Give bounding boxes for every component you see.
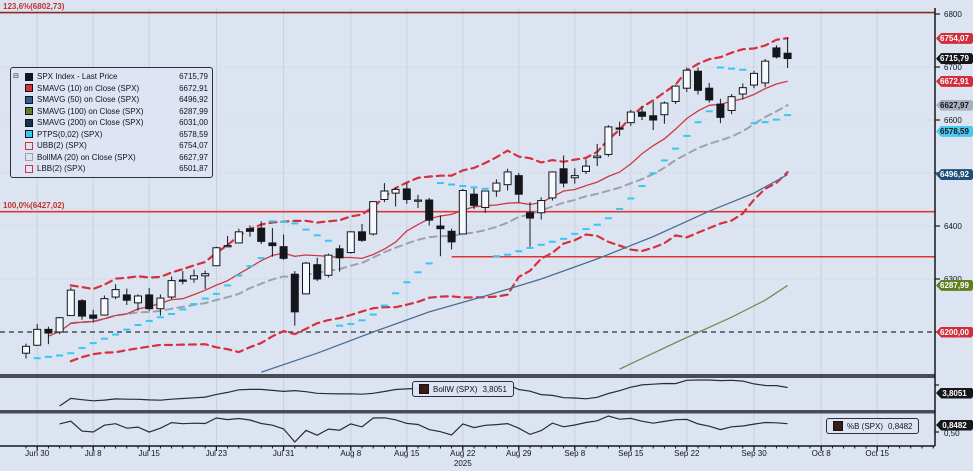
- lbb-chip-icon: [25, 164, 33, 173]
- bollma-label: BollMA (20) on Close (SPX): [37, 152, 136, 162]
- bollma-badge: 6627,97: [936, 99, 973, 111]
- date-tick-sep-30: Sep 30: [741, 449, 767, 458]
- study-legend[interactable]: ⊟ SPX Index - Last Price 6715,79 SMAVG (10…: [10, 67, 213, 178]
- ptps-value: 6578,59: [179, 129, 208, 139]
- bollw-badge: 3,8051: [936, 387, 973, 399]
- lbb-label: LBB(2) (SPX): [37, 164, 86, 174]
- date-tick-oct-8: Oct 8: [811, 449, 831, 458]
- price-tick-6400: 6400: [944, 221, 962, 231]
- bollw-legend-value: 3,8051: [482, 384, 507, 394]
- date-tick-sep-8: Sep 8: [564, 449, 586, 458]
- spx-last-price-chip-icon: [25, 72, 33, 81]
- smavg-100-value: 6287,99: [179, 106, 208, 116]
- smavg-200-chip-icon: [25, 118, 33, 127]
- ubb-chip-icon: [25, 141, 33, 150]
- date-tick-jul-31: Jul 31: [272, 449, 295, 458]
- legend-row-smavg-50[interactable]: SMAVG (50) on Close (SPX) 6496,92: [25, 94, 208, 106]
- price-tick-6700: 6700: [944, 62, 962, 72]
- spx-last-price-value: 6715,79: [179, 72, 208, 82]
- fib-label-123: 123,6%(6802,73): [3, 2, 65, 11]
- smavg-50-chip-icon: [25, 95, 33, 104]
- ptps-label: PTPS(0,02) (SPX): [37, 129, 103, 139]
- date-tick-jul-8: Jul 8: [84, 449, 102, 458]
- pctb-badge: 0,8482: [936, 419, 973, 431]
- legend-row-lbb[interactable]: LBB(2) (SPX) 6501,87: [25, 163, 208, 175]
- date-tick-jun-30: Jun 30: [25, 449, 50, 458]
- ubb-value: 6754,07: [179, 141, 208, 151]
- price-tick-6800: 6800: [944, 9, 962, 19]
- legend-row-smavg-10[interactable]: SMAVG (10) on Close (SPX) 6672,91: [25, 83, 208, 95]
- spx-last-price-label: SPX Index - Last Price: [37, 72, 118, 82]
- legend-row-ubb[interactable]: UBB(2) (SPX) 6754,07: [25, 140, 208, 152]
- ptps-chip-icon: [25, 130, 33, 139]
- date-tick-aug-29: Aug 29: [506, 449, 532, 458]
- date-tick-sep-22: Sep 22: [674, 449, 700, 458]
- smavg-50-label: SMAVG (50) on Close (SPX): [37, 95, 140, 105]
- lbb-value: 6501,87: [179, 164, 208, 174]
- smavg-10-value: 6672,91: [179, 83, 208, 93]
- last-badge: 6715,79: [936, 53, 973, 65]
- smavg-10-chip-icon: [25, 84, 33, 93]
- price-tick-6300: 6300: [944, 274, 962, 284]
- ubb-label: UBB(2) (SPX): [37, 141, 87, 151]
- legend-row-smavg-100[interactable]: SMAVG (100) on Close (SPX) 6287,99: [25, 106, 208, 118]
- legend-row-bollma[interactable]: BollMA (20) on Close (SPX) 6627,97: [25, 152, 208, 164]
- legend-tree-icon[interactable]: ⊟: [13, 73, 19, 80]
- date-tick-jul-15: Jul 15: [138, 449, 160, 458]
- sma50-badge: 6496,92: [936, 169, 973, 181]
- date-tick-sep-15: Sep 15: [618, 449, 644, 458]
- legend-row-smavg-200[interactable]: SMAVG (200) on Close (SPX) 6031,00: [25, 117, 208, 129]
- bollw-legend-label: BollW (SPX): [433, 384, 478, 394]
- bollma-chip-icon: [25, 153, 33, 162]
- pctb-chip-icon: [833, 421, 843, 431]
- smavg-100-chip-icon: [25, 107, 33, 116]
- smavg-200-label: SMAVG (200) on Close (SPX): [37, 118, 144, 128]
- date-tick-jul-23: Jul 23: [205, 449, 228, 458]
- sma100-badge: 6287,99: [936, 279, 973, 291]
- year-label: 2025: [453, 459, 472, 468]
- fib-label-100: 100,0%(6427,02): [3, 201, 65, 210]
- ptps-badge: 6578,59: [936, 125, 973, 137]
- pctb-mid-tick-label: 0,50: [944, 429, 960, 438]
- bollw-chip-icon: [419, 384, 429, 394]
- date-tick-aug-8: Aug 8: [340, 449, 362, 458]
- bollw-legend[interactable]: BollW (SPX) 3,8051: [412, 381, 514, 397]
- smavg-10-label: SMAVG (10) on Close (SPX): [37, 83, 140, 93]
- date-tick-aug-22: Aug 22: [450, 449, 476, 458]
- bollma-value: 6627,97: [179, 152, 208, 162]
- price-tick-6600: 6600: [944, 115, 962, 125]
- date-tick-aug-15: Aug 15: [394, 449, 420, 458]
- alert-badge: 6200,00: [936, 326, 973, 338]
- sma10-badge: 6672,91: [936, 75, 973, 87]
- date-tick-oct-15: Oct 15: [865, 449, 889, 458]
- pctb-legend-value: 0,8482: [888, 421, 913, 431]
- smavg-50-value: 6496,92: [179, 95, 208, 105]
- legend-row-ptps[interactable]: PTPS(0,02) (SPX) 6578,59: [25, 129, 208, 141]
- pctb-legend[interactable]: %B (SPX) 0,8482: [826, 418, 920, 434]
- pctb-legend-label: %B (SPX): [847, 421, 884, 431]
- smavg-200-value: 6031,00: [179, 118, 208, 128]
- ubb-badge: 6754,07: [936, 32, 973, 44]
- legend-row-spx-last-price[interactable]: SPX Index - Last Price 6715,79: [25, 71, 208, 83]
- smavg-100-label: SMAVG (100) on Close (SPX): [37, 106, 144, 116]
